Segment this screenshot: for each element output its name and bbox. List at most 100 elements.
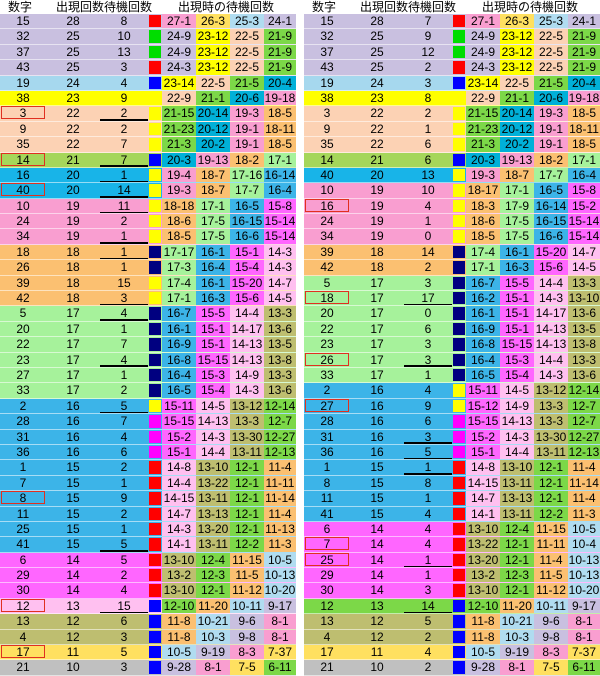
cell-wait-count: 8 xyxy=(424,90,432,105)
cell-wait-pair: 18-2 xyxy=(534,152,568,167)
cell-number: 14 xyxy=(320,152,334,167)
cell-wait-pair: 16-2 xyxy=(466,291,500,306)
color-marker xyxy=(149,261,161,274)
cell-wait-pair: 16-9 xyxy=(466,321,500,337)
cell-appear-count: 14 xyxy=(66,568,80,583)
cell-wait-pair: 10-21 xyxy=(500,614,534,629)
cell-wait-pair: 14-17 xyxy=(230,321,264,337)
cell-appear-count: 20 xyxy=(66,167,80,182)
table-row: 34 19 1 18-5 17-5 16-6 15-14 xyxy=(0,229,296,245)
cell-appear-count: 22 xyxy=(370,106,384,121)
table-row: 40 20 14 19-3 18-7 17-7 16-4 xyxy=(0,183,296,199)
color-marker xyxy=(453,215,465,228)
color-marker xyxy=(149,476,161,490)
cell-number: 25 xyxy=(320,552,334,567)
cell-wait-pair: 24-3 xyxy=(162,60,196,75)
cell-wait-pair: 24-9 xyxy=(162,29,196,44)
cell-wait-pair: 14-4 xyxy=(230,306,264,321)
cell-wait-pair: 9-19 xyxy=(500,645,534,660)
cell-wait-pair: 19-3 xyxy=(162,183,196,198)
cell-number: 8 xyxy=(19,491,27,506)
color-marker xyxy=(149,199,161,213)
color-marker xyxy=(149,522,161,536)
cell-appear-count: 15 xyxy=(370,506,384,521)
cell-wait-pair: 20-12 xyxy=(500,121,534,137)
cell-number: 18 xyxy=(320,291,334,306)
color-marker xyxy=(453,615,465,628)
cell-wait-pair: 11-8 xyxy=(162,614,196,629)
table-row: 5 17 4 16-7 15-5 14-4 13-3 xyxy=(0,306,296,322)
cell-number: 30 xyxy=(16,583,30,598)
cell-wait-pair: 19-3 xyxy=(534,106,568,121)
table-row: 13 12 5 11-8 10-21 9-6 8-1 xyxy=(304,614,600,630)
table-row: 15 28 7 27-1 26-3 25-3 24-1 xyxy=(304,14,600,30)
cell-wait-count: 7 xyxy=(120,137,128,152)
cell-number: 11 xyxy=(320,491,334,506)
color-marker xyxy=(149,661,161,674)
cell-number: 31 xyxy=(320,429,334,444)
cell-wait-pair: 17-1 xyxy=(196,198,230,214)
cell-appear-count: 12 xyxy=(370,629,384,644)
cell-wait-pair: 8-1 xyxy=(568,614,600,629)
cell-number: 41 xyxy=(320,506,334,521)
cell-appear-count: 17 xyxy=(370,306,384,321)
cell-wait-pair: 18-5 xyxy=(466,229,500,244)
cell-appear-count: 21 xyxy=(370,152,384,167)
color-marker xyxy=(149,353,161,366)
table-row: 24 19 1 18-6 17-5 16-15 15-14 xyxy=(304,214,600,230)
cell-wait-count: 5 xyxy=(120,398,128,413)
cell-appear-count: 17 xyxy=(66,383,80,398)
color-marker xyxy=(149,45,161,59)
cell-wait-count: 2 xyxy=(424,260,432,275)
color-marker xyxy=(453,30,465,43)
table-row: 3 22 2 21-15 20-14 19-3 18-5 xyxy=(304,106,600,122)
cell-number: 29 xyxy=(16,568,30,583)
cell-wait-pair: 13-10 xyxy=(162,583,196,598)
cell-number: 32 xyxy=(16,29,30,44)
cell-appear-count: 12 xyxy=(66,629,80,644)
color-marker xyxy=(453,184,465,197)
table-row: 1 15 2 14-8 13-10 12-1 11-4 xyxy=(0,460,296,476)
cell-wait-pair: 13-11 xyxy=(500,506,534,521)
cell-wait-pair: 15-2 xyxy=(466,429,500,444)
cell-appear-count: 14 xyxy=(370,568,384,583)
cell-wait-count: 2 xyxy=(120,506,128,521)
cell-wait-count: 1 xyxy=(120,367,128,382)
cell-appear-count: 15 xyxy=(66,460,80,475)
color-marker xyxy=(149,30,161,43)
cell-appear-count: 28 xyxy=(66,14,80,28)
cell-wait-pair: 24-1 xyxy=(264,14,296,29)
cell-wait-pair: 11-4 xyxy=(568,491,600,506)
cell-wait-pair: 17-5 xyxy=(500,229,534,244)
cell-number: 20 xyxy=(16,321,30,336)
cell-wait-pair: 10-13 xyxy=(568,552,600,568)
cell-number: 43 xyxy=(320,60,334,75)
cell-wait-pair: 15-1 xyxy=(500,321,534,337)
highlight-box xyxy=(1,491,45,505)
cell-number: 15 xyxy=(16,14,30,28)
cell-number: 11 xyxy=(16,506,30,521)
color-marker xyxy=(149,61,161,74)
cell-number: 4 xyxy=(323,629,331,644)
cell-wait-pair: 16-15 xyxy=(534,214,568,229)
table-row: 6 14 5 13-10 12-4 11-15 10-5 xyxy=(0,552,296,569)
cell-wait-pair: 14-3 xyxy=(196,429,230,444)
cell-wait-pair: 15-3 xyxy=(196,367,230,383)
cell-wait-pair: 12-10 xyxy=(162,598,196,614)
cell-wait-pair: 10-3 xyxy=(500,629,534,645)
cell-wait-pair: 17-1 xyxy=(500,183,534,198)
cell-wait-count: 9 xyxy=(120,491,128,506)
cell-number: 3 xyxy=(19,106,27,121)
color-marker xyxy=(149,615,161,628)
cell-number: 36 xyxy=(320,444,334,459)
right-table: 数字 出現回数 待機回数 出現時の待機回数 15 28 7 27-1 26-3 25-3 2… xyxy=(304,0,600,676)
color-marker xyxy=(149,599,161,613)
cell-appear-count: 24 xyxy=(370,75,384,90)
underline-mark xyxy=(404,457,452,460)
cell-wait-pair: 23-12 xyxy=(500,29,534,44)
cell-appear-count: 28 xyxy=(370,14,384,28)
cell-appear-count: 12 xyxy=(66,614,80,629)
table-row: 25 14 1 13-20 12-1 11-4 10-13 xyxy=(304,552,600,569)
highlight-box xyxy=(1,183,45,197)
underline-mark xyxy=(100,550,148,552)
